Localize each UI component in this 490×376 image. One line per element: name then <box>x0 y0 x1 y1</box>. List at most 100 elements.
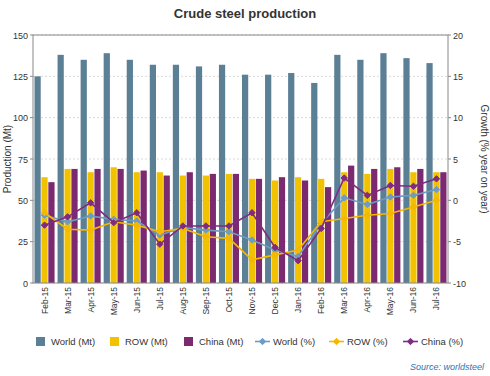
marker <box>410 192 416 198</box>
y-tick-label: 75 <box>18 155 28 165</box>
chart: Crude steel production0255075100125150-1… <box>0 0 490 376</box>
bar <box>58 55 64 283</box>
marker <box>341 175 347 181</box>
marker <box>364 192 370 198</box>
bar <box>256 179 262 283</box>
marker <box>249 210 255 216</box>
bar <box>302 180 308 283</box>
line <box>45 200 437 260</box>
y2-tick-label: -5 <box>453 237 461 247</box>
x-tick-label: May-16 <box>385 287 395 316</box>
legend-marker <box>259 338 265 344</box>
bar <box>249 179 255 283</box>
bar <box>410 172 416 283</box>
bar <box>81 60 87 283</box>
y-tick-label: 0 <box>23 279 28 289</box>
bar <box>226 174 232 283</box>
marker <box>249 237 255 243</box>
legend-label: China (%) <box>421 336 463 347</box>
bar <box>364 174 370 283</box>
y2-tick-label: 15 <box>453 72 463 82</box>
x-tick-label: Nov-15 <box>247 287 257 315</box>
bar <box>127 60 133 283</box>
legend-label: World (Mt) <box>51 336 95 347</box>
line <box>45 190 437 257</box>
x-tick-label: Apr-16 <box>362 287 372 313</box>
legend-marker <box>407 338 413 344</box>
x-tick-label: Jul-15 <box>155 287 165 310</box>
marker <box>110 219 116 225</box>
x-tick-label: Dec-15 <box>270 287 280 315</box>
bar <box>279 177 285 283</box>
x-tick-label: Jul-16 <box>431 287 441 310</box>
bar <box>219 65 225 283</box>
line <box>45 178 437 261</box>
bar <box>94 169 100 283</box>
marker <box>41 222 47 228</box>
marker <box>87 227 93 233</box>
source: Source: worldsteel <box>410 362 485 372</box>
marks <box>34 53 446 283</box>
bar <box>71 169 77 283</box>
title: Crude steel production <box>174 6 316 21</box>
marker <box>341 215 347 221</box>
marker <box>295 257 301 263</box>
x-tick-label: Feb-16 <box>316 287 326 314</box>
bar <box>272 180 278 283</box>
marker <box>87 200 93 206</box>
bar <box>440 172 446 283</box>
x-tick-label: Aug-15 <box>178 287 188 315</box>
bar <box>233 174 239 283</box>
bar <box>371 169 377 283</box>
bar <box>150 65 156 283</box>
marker <box>272 244 278 250</box>
marker <box>410 183 416 189</box>
marker <box>134 222 140 228</box>
y-tick-label: 125 <box>13 72 28 82</box>
marker <box>341 195 347 201</box>
bar <box>196 66 202 283</box>
y2-tick-label: -10 <box>453 279 466 289</box>
marker <box>226 223 232 229</box>
y-tick-label: 25 <box>18 237 28 247</box>
legend-swatch <box>110 337 119 346</box>
bar <box>111 167 117 283</box>
legend-label: ROW (Mt) <box>125 336 168 347</box>
bar <box>41 177 47 283</box>
marker <box>41 210 47 216</box>
marker <box>295 247 301 253</box>
bar <box>157 172 163 283</box>
bar <box>117 169 123 283</box>
marker <box>110 219 116 225</box>
legend-label: World (%) <box>273 336 315 347</box>
y2-axis-title: Growth (% year on year) <box>479 105 490 214</box>
bar <box>334 55 340 283</box>
bar <box>134 172 140 283</box>
y-tick-label: 50 <box>18 196 28 206</box>
y-tick-label: 150 <box>13 31 28 41</box>
y2-tick-label: 5 <box>453 155 458 165</box>
bar <box>341 172 347 283</box>
x-tick-label: Jun-15 <box>132 287 142 313</box>
marker <box>364 201 370 207</box>
bar <box>210 174 216 283</box>
marker <box>157 229 163 235</box>
marker <box>410 204 416 210</box>
marker <box>318 225 324 231</box>
legend-label: ROW (%) <box>347 336 388 347</box>
legend-swatch <box>36 337 45 346</box>
x-tick-label: Jun-16 <box>408 287 418 313</box>
marker <box>387 194 393 200</box>
x-tick-label: Oct-15 <box>224 287 234 313</box>
bar <box>203 176 209 283</box>
marker <box>364 212 370 218</box>
y2-tick-label: 20 <box>453 31 463 41</box>
y2-tick-label: 0 <box>453 196 458 206</box>
bar <box>295 177 301 283</box>
marker <box>203 223 209 229</box>
x-tick-label: Apr-15 <box>86 287 96 313</box>
marker <box>433 176 439 182</box>
x-tick-label: Feb-15 <box>40 287 50 314</box>
marker <box>226 235 232 241</box>
bar <box>426 63 432 283</box>
